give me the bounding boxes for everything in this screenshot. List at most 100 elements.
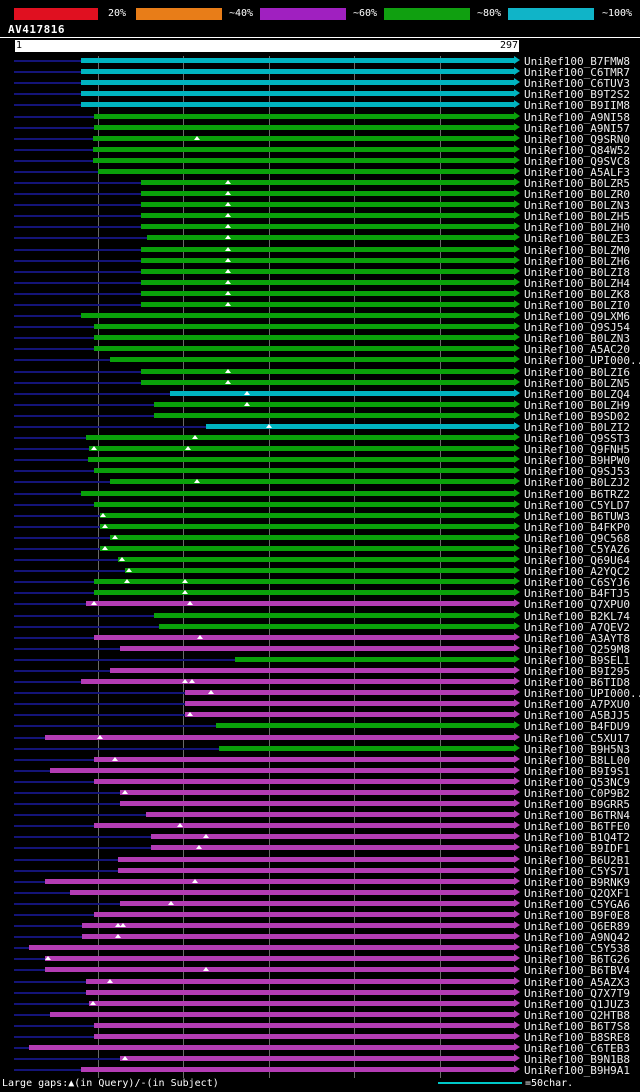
hit-label[interactable]: UniRef100_UPI000... — [524, 687, 640, 701]
hit-label[interactable]: UniRef100_B9RNK9 — [524, 875, 630, 889]
hit-label[interactable]: UniRef100_A7QEV2 — [524, 620, 630, 634]
hit-bar[interactable] — [109, 357, 514, 363]
hit-bar[interactable] — [49, 767, 514, 773]
hit-bar[interactable] — [94, 823, 514, 829]
hit-bar[interactable] — [85, 435, 514, 441]
hit-label[interactable]: UniRef100_B0LZN3 — [524, 199, 630, 213]
hit-bar[interactable] — [44, 967, 514, 973]
hit-label[interactable]: UniRef100_B9H9A1 — [524, 1064, 630, 1078]
hit-bar[interactable] — [94, 1022, 514, 1028]
hit-label[interactable]: UniRef100_Q9SVC8 — [524, 154, 630, 168]
hit-label[interactable]: UniRef100_B6TFE0 — [524, 820, 630, 834]
hit-label[interactable]: UniRef100_A9NI57 — [524, 121, 630, 135]
hit-label[interactable]: UniRef100_B4FTJ5 — [524, 587, 630, 601]
hit-bar[interactable] — [169, 390, 514, 396]
hit-label[interactable]: UniRef100_Q84W52 — [524, 143, 630, 157]
hit-bar[interactable] — [140, 191, 514, 197]
hit-label[interactable]: UniRef100_Q7XPU0 — [524, 598, 630, 612]
hit-label[interactable]: UniRef100_B6T7S8 — [524, 1019, 630, 1033]
hit-label[interactable]: UniRef100_C6TMR7 — [524, 66, 630, 80]
hit-label[interactable]: UniRef100_A7PXU0 — [524, 698, 630, 712]
hit-bar[interactable] — [80, 58, 514, 63]
hit-label[interactable]: UniRef100_Q9SRN0 — [524, 132, 630, 146]
hit-bar[interactable] — [85, 978, 514, 984]
hit-label[interactable]: UniRef100_B9H5N3 — [524, 742, 630, 756]
hit-label[interactable]: UniRef100_UPI000... — [524, 354, 640, 368]
hit-label[interactable]: UniRef100_C6TEB3 — [524, 1042, 630, 1055]
hit-label[interactable]: UniRef100_B0LZJ2 — [524, 476, 630, 490]
hit-label[interactable]: UniRef100_B0LZI2 — [524, 421, 630, 434]
hit-bar[interactable] — [234, 656, 514, 662]
hit-bar[interactable] — [80, 490, 514, 496]
hit-label[interactable]: UniRef100_B9GRR5 — [524, 798, 630, 811]
hit-label[interactable]: UniRef100_Q53NC9 — [524, 775, 630, 789]
hit-bar[interactable] — [109, 479, 514, 485]
hit-label[interactable]: UniRef100_C5XU17 — [524, 731, 630, 745]
hit-label[interactable]: UniRef100_A2YQC2 — [524, 565, 630, 579]
hit-label[interactable]: UniRef100_A5AZX3 — [524, 975, 630, 989]
hit-bar[interactable] — [118, 856, 514, 862]
hit-label[interactable]: UniRef100_B9IDF1 — [524, 842, 630, 856]
hit-label[interactable]: UniRef100_Q9SJ53 — [524, 465, 630, 479]
hit-label[interactable]: UniRef100_B0LZI8 — [524, 265, 630, 279]
hit-bar[interactable] — [80, 91, 514, 97]
hit-bar[interactable] — [140, 302, 514, 307]
hit-bar[interactable] — [44, 734, 514, 740]
hit-label[interactable]: UniRef100_B9F0E8 — [524, 908, 630, 922]
hit-label[interactable]: UniRef100_B0LZK8 — [524, 287, 630, 301]
hit-bar[interactable] — [94, 113, 514, 119]
hit-label[interactable]: UniRef100_Q7X7T9 — [524, 986, 630, 1000]
hit-bar[interactable] — [140, 290, 514, 296]
hit-bar[interactable] — [92, 135, 514, 141]
hit-bar[interactable] — [154, 401, 514, 407]
hit-bar[interactable] — [94, 335, 514, 341]
hit-label[interactable]: UniRef100_B6U2B1 — [524, 853, 630, 867]
hit-label[interactable]: UniRef100_B8LL00 — [524, 753, 630, 767]
hit-label[interactable]: UniRef100_B0LZE3 — [524, 232, 630, 246]
hit-label[interactable]: UniRef100_C5YAZ6 — [524, 543, 630, 556]
hit-label[interactable]: UniRef100_A5BJJ5 — [524, 709, 630, 723]
hit-label[interactable]: UniRef100_Q69U64 — [524, 554, 630, 568]
hit-bar[interactable] — [44, 878, 514, 884]
hit-bar[interactable] — [109, 668, 514, 673]
hit-label[interactable]: UniRef100_B6TBV4 — [524, 964, 630, 978]
hit-bar[interactable] — [120, 645, 514, 651]
hit-bar[interactable] — [87, 457, 514, 463]
hit-bar[interactable] — [219, 745, 514, 751]
hit-bar[interactable] — [140, 279, 514, 285]
hit-bar[interactable] — [140, 368, 514, 374]
hit-bar[interactable] — [99, 546, 514, 551]
hit-bar[interactable] — [94, 579, 514, 585]
hit-bar[interactable] — [85, 601, 514, 607]
hit-label[interactable]: UniRef100_B4FKP0 — [524, 520, 630, 534]
hit-bar[interactable] — [82, 934, 514, 940]
hit-bar[interactable] — [29, 945, 514, 951]
hit-label[interactable]: UniRef100_Q259M8 — [524, 642, 630, 656]
hit-label[interactable]: UniRef100_B0LZI6 — [524, 365, 630, 379]
hit-label[interactable]: UniRef100_B0LZH9 — [524, 398, 630, 412]
hit-label[interactable]: UniRef100_Q9C568 — [524, 531, 630, 545]
hit-label[interactable]: UniRef100_B6TRZ2 — [524, 487, 630, 501]
hit-bar[interactable] — [150, 834, 514, 840]
hit-bar[interactable] — [120, 1056, 514, 1062]
hit-label[interactable]: UniRef100_B6TID8 — [524, 676, 630, 689]
hit-label[interactable]: UniRef100_B0LZI0 — [524, 299, 630, 312]
hit-label[interactable]: UniRef100_B6TUW3 — [524, 509, 630, 523]
hit-bar[interactable] — [109, 534, 514, 540]
hit-label[interactable]: UniRef100_B0LZN3 — [524, 332, 630, 346]
hit-label[interactable]: UniRef100_C6SYJ6 — [524, 576, 630, 590]
hit-bar[interactable] — [140, 257, 514, 263]
hit-label[interactable]: UniRef100_A5ALF3 — [524, 165, 630, 179]
hit-label[interactable]: UniRef100_B8SRE8 — [524, 1030, 630, 1044]
hit-bar[interactable] — [94, 468, 514, 474]
hit-label[interactable]: UniRef100_Q9SJ54 — [524, 321, 630, 335]
hit-bar[interactable] — [97, 168, 514, 174]
hit-label[interactable]: UniRef100_B2KL74 — [524, 609, 630, 623]
hit-bar[interactable] — [80, 313, 514, 319]
hit-bar[interactable] — [92, 157, 514, 163]
hit-bar[interactable] — [94, 911, 514, 917]
hit-label[interactable]: UniRef100_B0LZR5 — [524, 177, 630, 190]
hit-bar[interactable] — [80, 679, 514, 684]
hit-bar[interactable] — [85, 989, 514, 995]
hit-label[interactable]: UniRef100_B1Q4T2 — [524, 831, 630, 845]
